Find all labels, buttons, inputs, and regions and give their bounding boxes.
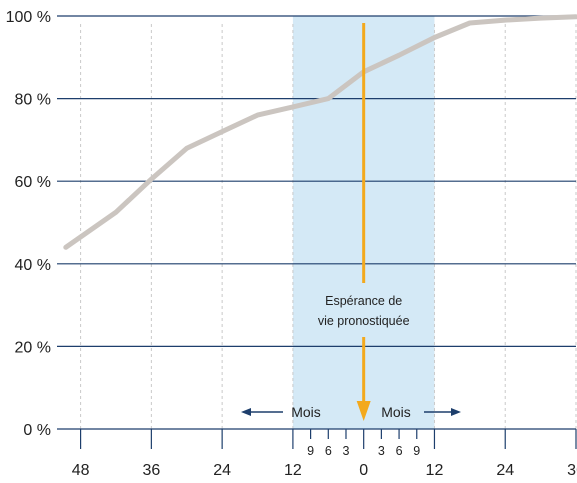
y-tick-label: 80 % bbox=[15, 92, 51, 109]
y-tick-label: 60 % bbox=[15, 174, 51, 191]
y-tick-labels: 0 % 20 % 40 % 60 % 80 % 100 % bbox=[6, 9, 51, 439]
x-ticks bbox=[79, 429, 577, 449]
horizontal-gridlines bbox=[57, 15, 576, 430]
x-minor-tick-label: 6 bbox=[325, 444, 332, 458]
x-minor-tick-label: 3 bbox=[378, 444, 385, 458]
y-tick-label: 100 % bbox=[6, 9, 51, 26]
annotation-arrowhead bbox=[356, 401, 371, 421]
left-arrow-head bbox=[241, 408, 251, 416]
series-line bbox=[63, 14, 577, 250]
x-minor-tick-label: 3 bbox=[343, 444, 350, 458]
x-minor-tick-label: 6 bbox=[396, 444, 403, 458]
x-tick-label: 24 bbox=[496, 462, 514, 479]
x-minor-tick-label: 9 bbox=[413, 444, 420, 458]
annotation-text-line-1: Espérance de bbox=[325, 294, 402, 308]
y-tick-label: 40 % bbox=[15, 257, 51, 274]
right-mois-label: Mois bbox=[381, 404, 411, 420]
x-tick-label: 0 bbox=[359, 462, 368, 479]
annotation-text-line-2: vie pronostiquée bbox=[318, 314, 410, 328]
x-tick-label: 12 bbox=[426, 462, 444, 479]
x-tick-label: 36 bbox=[567, 462, 577, 479]
left-mois-label: Mois bbox=[291, 404, 321, 420]
x-tick-label: 36 bbox=[142, 462, 160, 479]
vertical-gridlines bbox=[80, 24, 577, 429]
x-tick-labels: 48 36 24 12 0 12 24 36 bbox=[72, 462, 577, 479]
x-tick-label: 24 bbox=[213, 462, 231, 479]
x-tick-label: 48 bbox=[72, 462, 90, 479]
x-tick-label: 12 bbox=[284, 462, 302, 479]
x-minor-tick-label: 9 bbox=[307, 444, 314, 458]
y-tick-label: 0 % bbox=[23, 422, 51, 439]
right-arrow-head bbox=[451, 408, 461, 416]
y-tick-label: 20 % bbox=[15, 339, 51, 356]
